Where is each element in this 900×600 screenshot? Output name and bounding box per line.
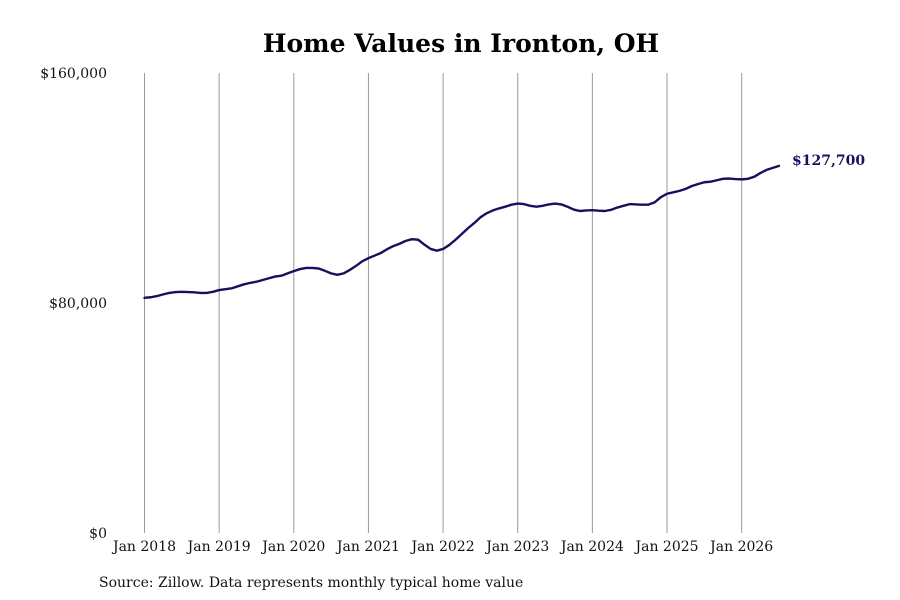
end-value-label: $127,700 xyxy=(792,153,865,169)
x-tick-label: Jan 2022 xyxy=(410,539,475,555)
y-axis-ticks: $0 $80,000 $160,000 xyxy=(40,66,107,542)
source-note: Source: Zillow. Data represents monthly … xyxy=(99,575,523,591)
x-tick-label: Jan 2021 xyxy=(335,539,400,555)
vertical-grid xyxy=(144,73,743,533)
x-tick-label: Jan 2023 xyxy=(484,539,549,555)
x-axis-ticks: Jan 2018 Jan 2019 Jan 2020 Jan 2021 Jan 2022… xyxy=(111,539,773,555)
y-tick-label: $0 xyxy=(89,526,107,542)
y-tick-label: $160,000 xyxy=(40,66,107,82)
x-tick-label: Jan 2020 xyxy=(260,539,325,555)
series-line xyxy=(143,164,781,300)
x-tick-label: Jan 2019 xyxy=(186,539,251,555)
x-tick-label: Jan 2024 xyxy=(559,539,624,555)
x-tick-label: Jan 2026 xyxy=(708,539,773,555)
chart-title: Home Values in Ironton, OH xyxy=(263,29,659,58)
x-tick-label: Jan 2018 xyxy=(111,539,176,555)
x-tick-label: Jan 2025 xyxy=(633,539,698,555)
y-tick-label: $80,000 xyxy=(49,296,107,312)
